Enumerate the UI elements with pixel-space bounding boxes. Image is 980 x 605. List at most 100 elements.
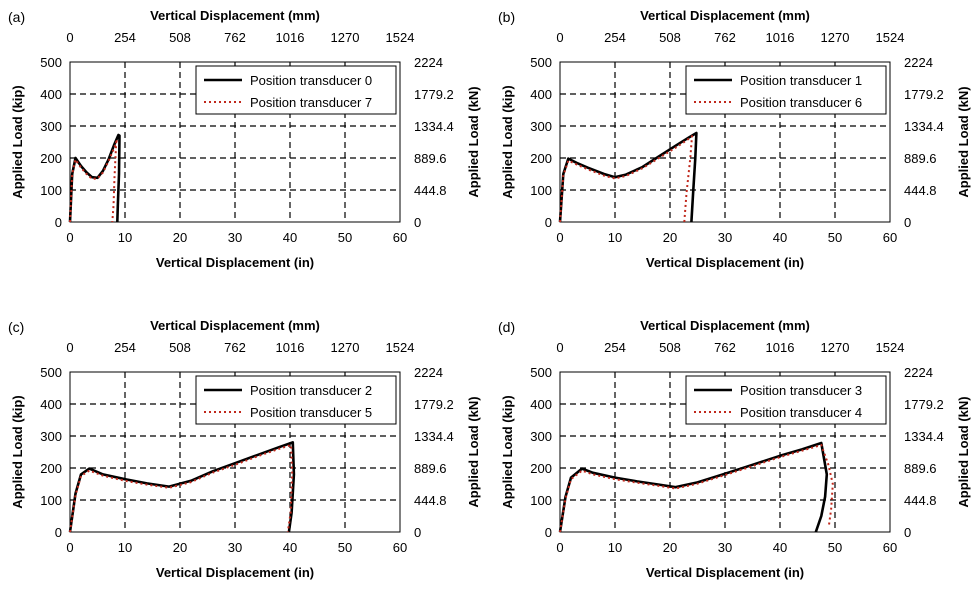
x-tick-label: 0	[66, 540, 73, 555]
x-top-tick-label: 1524	[876, 30, 905, 45]
y-right-tick-label: 1334.4	[904, 429, 944, 444]
y-tick-label: 300	[40, 429, 62, 444]
left-axis-title: Applied Load (kip)	[500, 85, 515, 198]
x-tick-label: 50	[828, 540, 842, 555]
x-tick-label: 30	[718, 540, 732, 555]
x-top-tick-label: 1270	[821, 340, 850, 355]
legend: Position transducer 1 Position transducer…	[686, 66, 886, 114]
y-tick-label: 200	[530, 461, 552, 476]
x-top-tick-label: 508	[659, 30, 681, 45]
x-tick-label: 40	[773, 540, 787, 555]
x-top-tick-label: 0	[66, 30, 73, 45]
x-tick-label: 30	[718, 230, 732, 245]
x-tick-label: 20	[173, 540, 187, 555]
y-tick-label: 400	[40, 397, 62, 412]
x-top-tick-label: 762	[224, 30, 246, 45]
x-tick-label: 40	[283, 230, 297, 245]
y-tick-label: 500	[530, 55, 552, 70]
x-top-tick-label: 1270	[331, 30, 360, 45]
y-right-tick-label: 444.8	[414, 493, 447, 508]
x-top-tick-label: 1524	[876, 340, 905, 355]
x-top-tick-label: 1016	[766, 30, 795, 45]
bottom-axis-title: Vertical Displacement (in)	[646, 565, 804, 580]
bottom-axis-title: Vertical Displacement (in)	[156, 565, 314, 580]
x-tick-label: 40	[283, 540, 297, 555]
y-right-tick-label: 1334.4	[414, 429, 454, 444]
left-axis-title: Applied Load (kip)	[10, 395, 25, 508]
top-axis-title: Vertical Displacement (mm)	[150, 318, 320, 333]
y-tick-label: 100	[530, 493, 552, 508]
legend-label: Position transducer 3	[740, 383, 862, 398]
legend: Position transducer 3 Position transducer…	[686, 376, 886, 424]
x-top-tick-label: 1016	[276, 30, 305, 45]
legend-label: Position transducer 1	[740, 73, 862, 88]
legend-label: Position transducer 5	[250, 405, 372, 420]
y-right-tick-label: 1779.2	[414, 87, 454, 102]
y-right-tick-label: 0	[414, 525, 421, 540]
x-top-tick-label: 1524	[386, 30, 415, 45]
x-top-tick-label: 508	[169, 30, 191, 45]
x-top-tick-label: 0	[556, 30, 563, 45]
x-top-tick-label: 254	[604, 30, 626, 45]
x-top-tick-label: 0	[66, 340, 73, 355]
top-axis-title: Vertical Displacement (mm)	[150, 8, 320, 23]
y-right-tick-label: 1779.2	[414, 397, 454, 412]
x-tick-label: 0	[556, 230, 563, 245]
x-tick-label: 60	[393, 540, 407, 555]
x-top-tick-label: 1016	[276, 340, 305, 355]
y-right-tick-label: 444.8	[904, 183, 937, 198]
legend: Position transducer 2 Position transducer…	[196, 376, 396, 424]
y-right-tick-label: 1779.2	[904, 397, 944, 412]
x-tick-label: 30	[228, 540, 242, 555]
right-axis-title: Applied Load (kN)	[956, 86, 971, 197]
x-top-tick-label: 0	[556, 340, 563, 355]
y-right-tick-label: 0	[414, 215, 421, 230]
y-tick-label: 300	[40, 119, 62, 134]
panel-label: (a)	[8, 9, 25, 25]
y-tick-label: 100	[40, 183, 62, 198]
y-tick-label: 500	[530, 365, 552, 380]
panel-label: (d)	[498, 319, 515, 335]
x-tick-label: 50	[828, 230, 842, 245]
y-tick-label: 300	[530, 119, 552, 134]
x-tick-label: 60	[883, 540, 897, 555]
x-tick-label: 50	[338, 230, 352, 245]
y-right-tick-label: 889.6	[414, 461, 447, 476]
legend-label: Position transducer 2	[250, 383, 372, 398]
legend-label: Position transducer 4	[740, 405, 862, 420]
x-tick-label: 50	[338, 540, 352, 555]
x-tick-label: 20	[173, 230, 187, 245]
y-tick-label: 200	[40, 151, 62, 166]
x-top-tick-label: 254	[114, 340, 136, 355]
y-tick-label: 200	[530, 151, 552, 166]
x-tick-label: 40	[773, 230, 787, 245]
y-right-tick-label: 444.8	[414, 183, 447, 198]
x-tick-label: 10	[608, 230, 622, 245]
left-axis-title: Applied Load (kip)	[10, 85, 25, 198]
x-top-tick-label: 254	[114, 30, 136, 45]
x-tick-label: 0	[66, 230, 73, 245]
y-tick-label: 100	[530, 183, 552, 198]
top-axis-title: Vertical Displacement (mm)	[640, 8, 810, 23]
y-tick-label: 100	[40, 493, 62, 508]
y-tick-label: 0	[545, 525, 552, 540]
legend: Position transducer 0Position transducer…	[196, 66, 396, 114]
x-top-tick-label: 1270	[821, 30, 850, 45]
y-tick-label: 400	[40, 87, 62, 102]
y-right-tick-label: 2224	[904, 365, 933, 380]
y-tick-label: 400	[530, 87, 552, 102]
right-axis-title: Applied Load (kN)	[466, 86, 481, 197]
x-top-tick-label: 762	[714, 340, 736, 355]
x-tick-label: 60	[393, 230, 407, 245]
legend-label: Position transducer 6	[740, 95, 862, 110]
y-right-tick-label: 0	[904, 215, 911, 230]
y-right-tick-label: 1334.4	[414, 119, 454, 134]
y-right-tick-label: 2224	[414, 365, 443, 380]
panel-b: (b) 0 0 10 254 20 508 30 762 40 1016 50 1270 60 1524 0 0…	[490, 0, 980, 295]
x-tick-label: 10	[118, 230, 132, 245]
x-top-tick-label: 1016	[766, 340, 795, 355]
x-tick-label: 20	[663, 540, 677, 555]
